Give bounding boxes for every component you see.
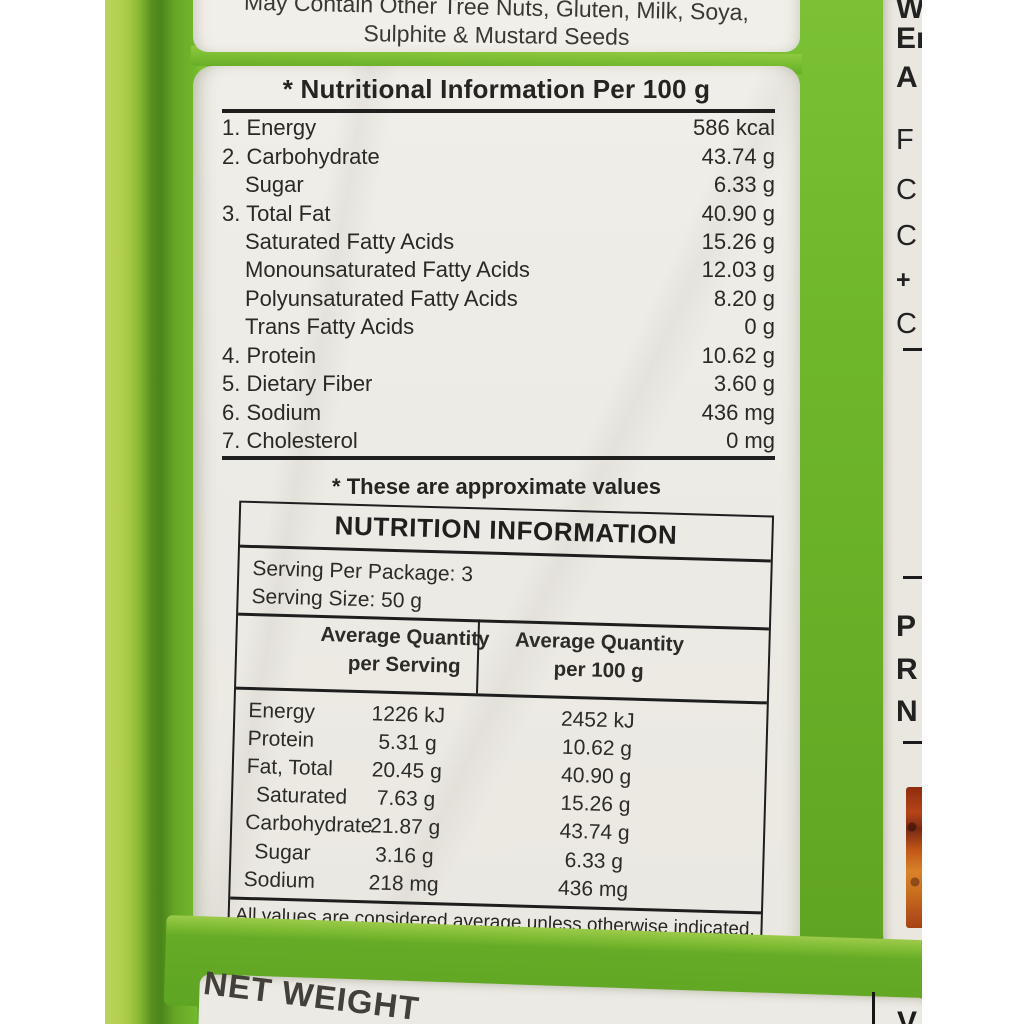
nutrient-value: 10.62 g xyxy=(701,342,775,368)
green-pouch: Seeds May Contain Other Tree Nuts, Glute… xyxy=(105,0,922,1024)
per-serving-value: 3.16 g xyxy=(374,843,434,868)
nutrient-label: Saturated xyxy=(255,783,348,810)
cut-rule xyxy=(903,576,922,579)
table-row: 7. Cholesterol 0 mg xyxy=(222,427,775,455)
nutrient-label: Sugar xyxy=(254,839,311,865)
nutrition-label-panel: * Nutritional Information Per 100 g 1. E… xyxy=(193,66,800,976)
nutrient-value: 0 g xyxy=(744,314,775,340)
serving-size: Serving Size: 50 g xyxy=(251,585,423,613)
cut-rule xyxy=(903,741,922,744)
nutrient-value: 0 mg xyxy=(726,428,775,454)
table-row: 4. Protein 10.62 g xyxy=(222,342,775,370)
per-serving-value: 21.87 g xyxy=(369,814,441,840)
cut-letter-bottom: V xyxy=(897,1006,918,1024)
cut-letter: N xyxy=(896,695,918,728)
nutrient-value: 15.26 g xyxy=(701,228,775,254)
cut-letter: A xyxy=(896,61,918,94)
cut-plus-sign: + xyxy=(896,266,911,294)
table-row: 2. Carbohydrate 43.74 g xyxy=(222,142,775,170)
cut-letter: C xyxy=(896,220,917,252)
per-serving-value: 5.31 g xyxy=(378,730,438,756)
table-bottom-rule xyxy=(222,456,775,460)
cut-table-border xyxy=(872,992,875,1024)
table-row: Polyunsaturated Fatty Acids 8.20 g xyxy=(222,285,775,313)
nutrient-label: 1. Energy xyxy=(222,115,317,141)
cut-letter: En xyxy=(896,22,922,55)
table-row: Saturated Fatty Acids 15.26 g xyxy=(222,228,775,256)
allergen-panel: Seeds May Contain Other Tree Nuts, Glute… xyxy=(193,0,800,52)
cut-letter: P xyxy=(896,610,917,643)
title-underline xyxy=(222,109,775,113)
cut-letter: W xyxy=(896,0,922,25)
table-row: 5. Dietary Fiber 3.60 g xyxy=(222,370,775,398)
table-row: Sugar 6.33 g xyxy=(222,171,775,199)
table-row: 1. Energy 586 kcal xyxy=(222,114,775,142)
per-serving-value: 20.45 g xyxy=(371,758,443,784)
nutrient-label: Polyunsaturated Fatty Acids xyxy=(245,285,518,311)
approximate-values-note: * These are approximate values xyxy=(332,474,661,499)
nutrient-value: 436 mg xyxy=(701,399,775,425)
table-row: 6. Sodium 436 mg xyxy=(222,398,775,426)
nutrient-label: Sugar xyxy=(245,172,304,198)
nutrient-label: Saturated Fatty Acids xyxy=(245,228,455,254)
nutrient-value: 43.74 g xyxy=(701,143,775,169)
nutrient-label: Sodium xyxy=(243,867,316,893)
cut-rule xyxy=(903,348,922,351)
nutrient-label: 7. Cholesterol xyxy=(222,428,358,454)
nutrition-information-box: NUTRITION INFORMATION Serving Per Packag… xyxy=(226,500,775,958)
nutrient-label: 5. Dietary Fiber xyxy=(222,371,373,397)
per-serving-value: 7.63 g xyxy=(376,786,436,812)
nutrition-box-table: Energy 1226 kJ 2452 kJ Protein 5.31 g 10.62 … xyxy=(243,697,753,908)
nutrient-value: 586 kcal xyxy=(693,115,775,141)
nutrient-value: 3.60 g xyxy=(713,371,775,397)
cut-letter: F xyxy=(896,124,914,156)
cut-letter: R xyxy=(896,653,918,686)
per-100g-value: 436 mg xyxy=(557,876,629,902)
nutrient-label: 2. Carbohydrate xyxy=(222,143,380,169)
table-row: Monounsaturated Fatty Acids 12.03 g xyxy=(222,256,775,284)
per100-table-title: * Nutritional Information Per 100 g xyxy=(282,74,711,104)
cut-letter: C xyxy=(896,308,917,340)
nutrient-label: Protein xyxy=(247,727,315,752)
adjacent-panel-fragment: W En A F C C + C P R N xyxy=(883,0,922,953)
table-row: Trans Fatty Acids 0 g xyxy=(222,313,775,341)
per100-table: 1. Energy 586 kcal 2. Carbohydrate 43.74 g… xyxy=(222,114,775,455)
table-row: 3. Total Fat 40.90 g xyxy=(222,199,775,227)
nutrient-value: 6.33 g xyxy=(713,172,775,198)
nutrient-value: 8.20 g xyxy=(713,285,775,311)
nutrient-label: Carbohydrate xyxy=(244,811,373,838)
nutrient-label: 3. Total Fat xyxy=(222,200,331,226)
column-header-per-100g: Average Quantity per 100 g xyxy=(484,626,713,688)
nutrient-label: Fat, Total xyxy=(246,755,334,781)
per-serving-value: 1226 kJ xyxy=(371,702,446,728)
per-serving-value: 218 mg xyxy=(368,870,439,896)
nutrient-value: 40.90 g xyxy=(701,200,775,226)
cut-letter: C xyxy=(896,174,917,206)
nutrient-label: Monounsaturated Fatty Acids xyxy=(245,257,530,283)
nutrient-label: 6. Sodium xyxy=(222,399,322,425)
nutrient-label: Trans Fatty Acids xyxy=(245,314,415,340)
product-photo-sliver xyxy=(906,787,922,928)
nutrient-label: Energy xyxy=(248,699,316,724)
nutrient-label: 4. Protein xyxy=(222,342,317,368)
nutrient-value: 12.03 g xyxy=(701,257,775,283)
